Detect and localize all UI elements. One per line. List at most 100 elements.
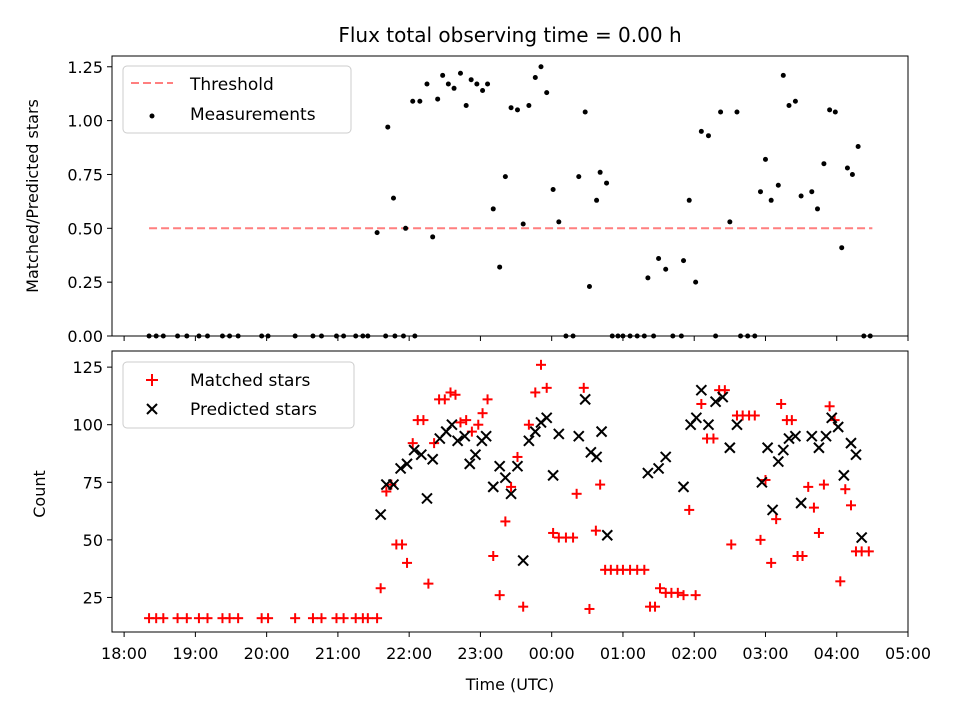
top-y-ticks: 0.00 0.25 0.50 0.75 1.00 1.25 — [67, 58, 112, 346]
predicted-star-point — [783, 432, 795, 445]
matched-star-point — [473, 419, 484, 430]
matched-star-point — [316, 613, 327, 624]
predicted-star-point — [601, 529, 613, 541]
x-tick-label: 04:00 — [814, 644, 860, 663]
measurement-point — [485, 81, 491, 87]
measurement-point — [532, 75, 538, 81]
matched-star-point — [766, 557, 777, 568]
measurement-point — [457, 70, 463, 76]
measurement-point — [849, 171, 855, 177]
measurement-point — [656, 255, 662, 261]
y-tick-label: 25 — [83, 588, 103, 607]
top-panel: 0.00 0.25 0.50 0.75 1.00 1.25 Matched/Predict… — [23, 55, 909, 346]
predicted-star-point — [469, 448, 482, 461]
x-tick-label: 03:00 — [742, 644, 788, 663]
measurement-point — [597, 169, 603, 175]
top-plot-frame — [111, 55, 909, 337]
measurement-point — [718, 109, 724, 115]
predicted-star-point — [820, 430, 832, 442]
predicted-star-point — [529, 425, 542, 438]
matched-star-point — [477, 408, 488, 419]
measurement-point — [645, 275, 651, 281]
measurement-point — [440, 72, 446, 78]
predicted-star-point — [772, 455, 785, 468]
predicted-star-point — [652, 462, 665, 475]
matched-star-point — [684, 504, 695, 515]
x-tick-label: 01:00 — [600, 644, 646, 663]
x-tick-label: 02:00 — [671, 644, 717, 663]
top-legend-box — [122, 65, 352, 134]
predicted-star-point — [724, 442, 736, 454]
x-tick-label: 20:00 — [244, 644, 290, 663]
predicted-star-point — [408, 444, 420, 456]
predicted-star-point — [777, 444, 789, 456]
predicted-star-point — [487, 481, 499, 493]
measurement-point — [762, 156, 768, 162]
predicted-star-point — [459, 430, 471, 442]
measurement-point — [775, 182, 781, 188]
matched-star-point — [429, 438, 440, 449]
x-tick-label: 21:00 — [315, 644, 361, 663]
matched-star-point — [418, 415, 429, 426]
matched-star-point — [172, 613, 183, 624]
matched-star-point — [338, 613, 349, 624]
predicted-star-point — [845, 437, 857, 449]
matched-star-point — [672, 587, 683, 598]
matched-star-point — [523, 419, 534, 430]
matched-star-point — [455, 417, 466, 428]
measurement-point — [686, 197, 692, 203]
matched-star-point — [719, 385, 730, 396]
predicted-star-point — [690, 412, 703, 424]
predicted-star-point — [523, 435, 535, 447]
matched-star-point — [372, 613, 383, 624]
matched-star-point — [482, 394, 493, 405]
y-tick-label: 100 — [72, 416, 103, 435]
matched-star-point — [202, 613, 213, 624]
predicted-star-point — [374, 508, 387, 521]
matched-star-point — [494, 590, 505, 601]
predicted-star-point — [505, 488, 517, 500]
predicted-star-point — [517, 554, 529, 567]
predicted-star-point — [511, 460, 524, 472]
bottom-legend: Matched stars Predicted stars — [122, 361, 355, 429]
predicted-star-point — [553, 428, 565, 440]
measurement-point — [550, 187, 556, 193]
matched-star-point — [571, 488, 582, 499]
matched-star-point — [381, 486, 392, 497]
measurement-point — [681, 258, 687, 264]
predicted-star-point — [717, 391, 729, 403]
predicted-star-point — [451, 435, 464, 447]
predicted-star-point — [493, 460, 506, 472]
y-tick-label: 50 — [83, 531, 103, 550]
matched-star-point — [461, 415, 472, 426]
predicted-star-point — [401, 458, 413, 470]
matched-star-point — [595, 479, 606, 490]
legend-threshold-label: Threshold — [189, 75, 274, 95]
measurement-point — [463, 103, 469, 109]
bottom-y-axis-label: Count — [30, 470, 49, 518]
measurement-point — [814, 206, 820, 212]
measurement-point — [514, 107, 520, 113]
chart-title: Flux total observing time = 0.00 h — [338, 23, 681, 47]
measurement-point — [768, 197, 774, 203]
matched-star-point — [402, 557, 413, 568]
matched-star-point — [590, 525, 601, 536]
matched-star-point — [726, 539, 737, 550]
predicted-star-point — [660, 451, 672, 463]
matched-star-point — [500, 516, 511, 527]
predicted-star-point — [579, 393, 591, 406]
matched-star-point — [518, 601, 529, 612]
matched-star-point — [307, 613, 318, 624]
measurement-point — [403, 225, 409, 231]
predicted-star-point — [446, 418, 458, 431]
x-tick-label: 00:00 — [529, 644, 575, 663]
matched-star-point — [771, 514, 782, 525]
matched-star-point — [835, 576, 846, 587]
measurement-point — [502, 174, 508, 180]
legend-measurements-swatch — [149, 113, 155, 119]
bottom-panel: 25 50 75 100 125 18:00 19:00 20:00 21:00 22:00 23… — [30, 350, 931, 694]
y-tick-label: 1.00 — [67, 112, 103, 131]
predicted-star-point — [426, 453, 439, 465]
x-tick-label: 05:00 — [885, 644, 931, 663]
predicted-star-point — [573, 430, 585, 442]
